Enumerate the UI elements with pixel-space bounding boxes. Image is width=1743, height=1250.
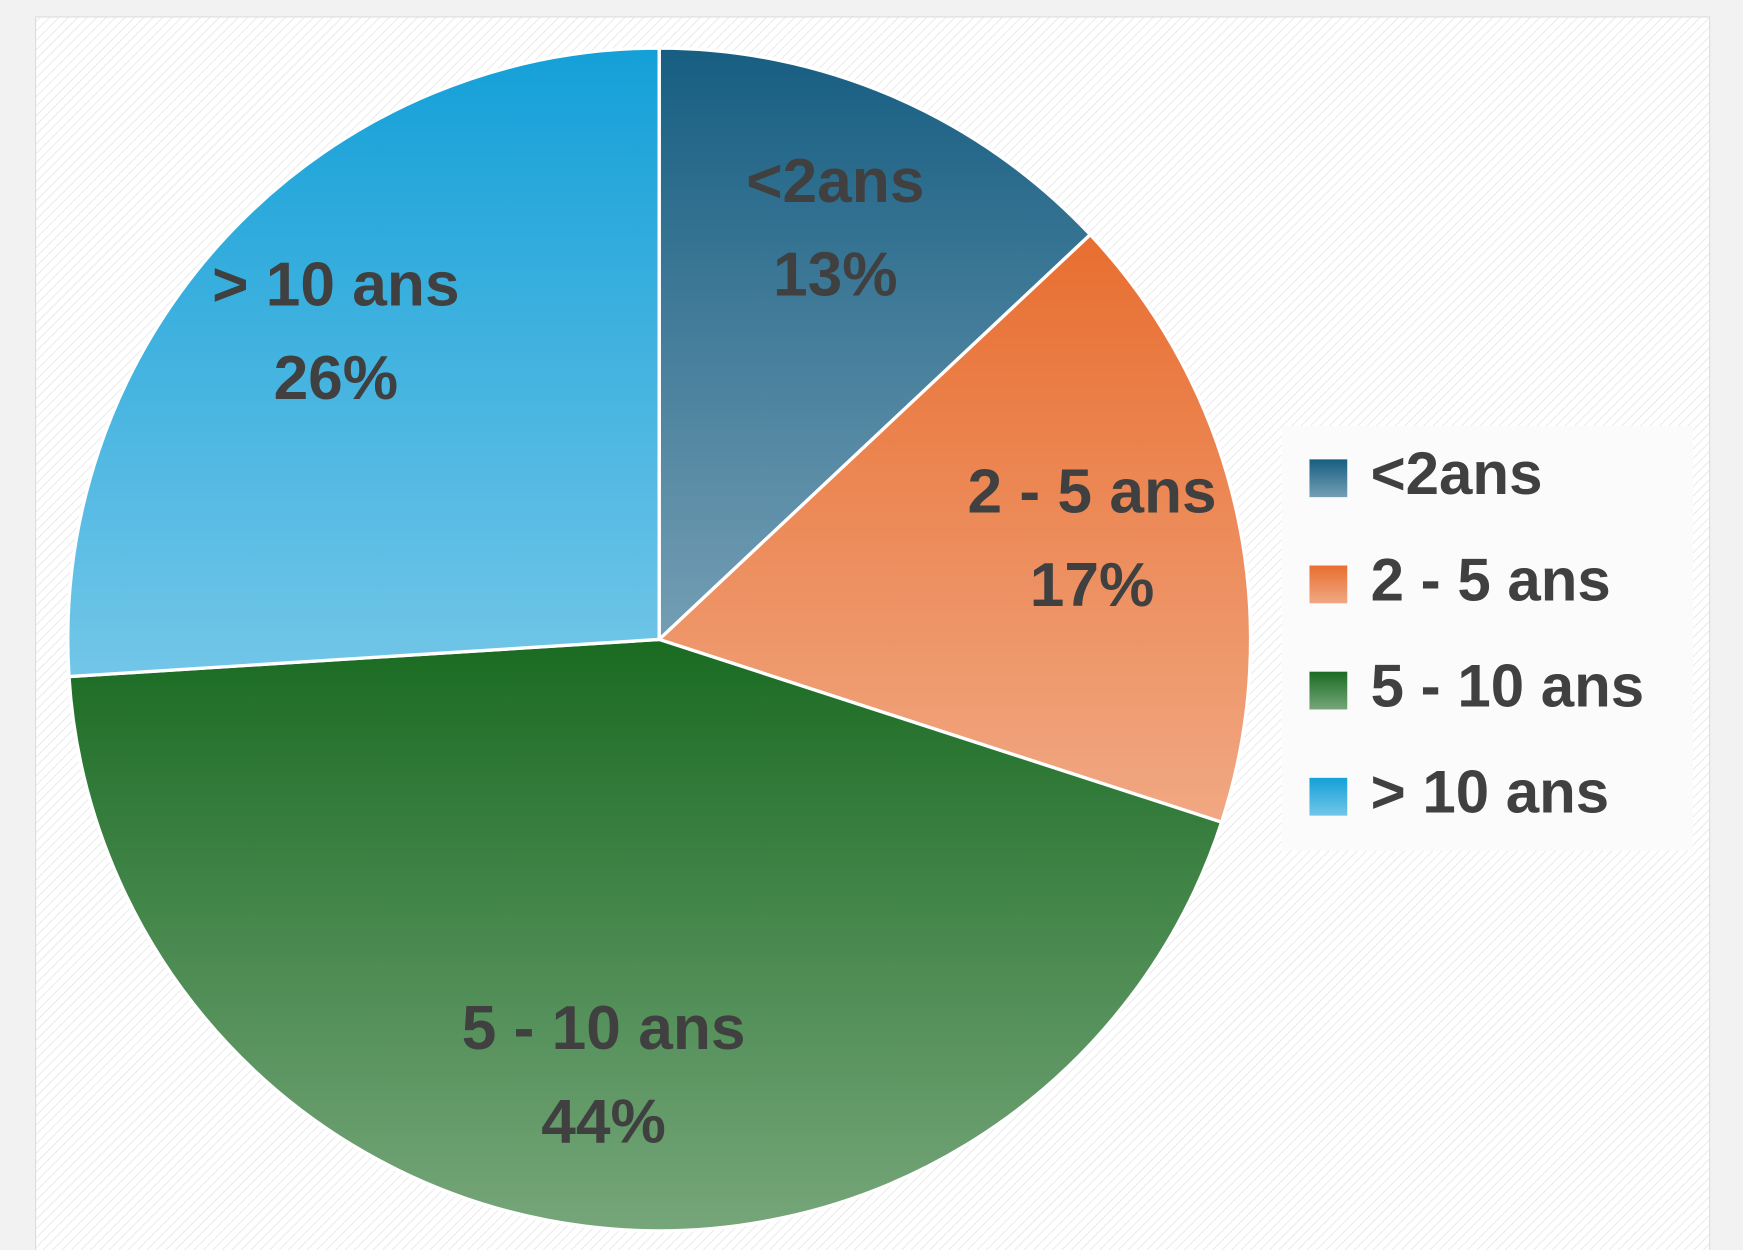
legend-swatch [1309, 565, 1348, 604]
legend-label: <2ans [1371, 440, 1543, 507]
legend-swatch [1309, 459, 1348, 498]
legend-label: 5 - 10 ans [1371, 652, 1645, 719]
slice-category-label: 5 - 10 ans [462, 994, 746, 1063]
legend-swatch [1309, 777, 1348, 816]
slice-category-label: <2ans [746, 147, 924, 216]
legend-label: 2 - 5 ans [1371, 546, 1611, 613]
pie-slice [657, 46, 1093, 644]
legend-label: > 10 ans [1371, 759, 1610, 826]
slice-category-label: 2 - 5 ans [967, 457, 1216, 526]
pie-slice [655, 232, 1253, 825]
slice-value-label: 26% [274, 344, 399, 413]
pie-slice [66, 46, 661, 679]
slice-category-label: > 10 ans [212, 251, 459, 320]
legend-box [1281, 426, 1693, 851]
pie-slice [67, 637, 1224, 1233]
legend-swatch [1309, 671, 1348, 710]
slice-value-label: 17% [1030, 551, 1155, 620]
slice-value-label: 44% [541, 1088, 666, 1157]
slice-value-label: 13% [773, 241, 898, 310]
